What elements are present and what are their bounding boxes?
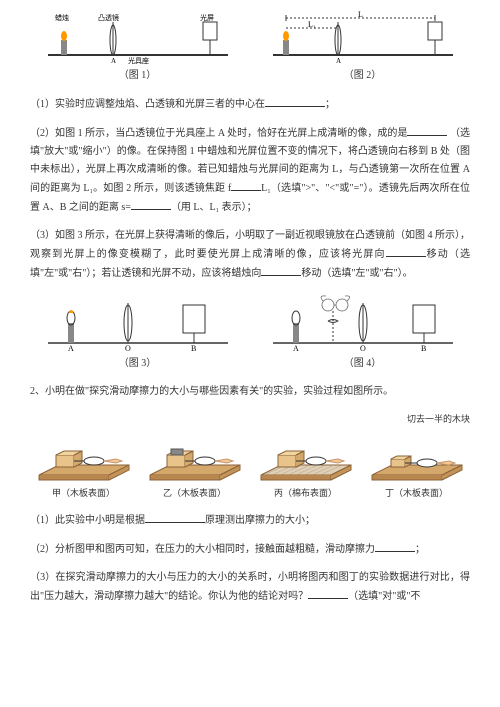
p2-q1: （1）此实验中小明是根据 原理测出摩擦力的大小； (30, 511, 470, 530)
figure-4: A O B （图 4） (255, 293, 470, 373)
blank-screen-move[interactable] (386, 245, 426, 257)
figure-1: 蜡烛 凸透镜 A 光屏 光具座 （图 1） (30, 10, 245, 85)
problem-2-intro: 2、小明在做"探究滑动摩擦力的大小与哪些因素有关"的实验，实验过程如图所示。 (30, 383, 470, 401)
caption-jia: 甲（木板表面） (30, 485, 137, 501)
label-screen: 光屏 (200, 13, 214, 22)
figure-pair-34: A O B （图 3） A O B （图 4） (30, 293, 470, 373)
blank-image-type[interactable] (407, 124, 447, 136)
svg-text:A: A (111, 57, 116, 65)
q1-text: （1）实验时应调整烛焰、凸透镜和光屏三者的中心在 (30, 99, 265, 110)
question-3: （3）如图 3 所示，在光屏上获得清晰的像后，小明取了一副近视眼镜放在凸透镜前（… (30, 227, 470, 283)
p2q2-a: （2）分析图甲和图丙可知，在压力的大小相同时，接触面越粗糙，滑动摩擦力 (30, 544, 375, 555)
blank-correct[interactable] (308, 587, 348, 599)
fig1-caption: （图 1） (30, 67, 245, 85)
figure-3: A O B （图 3） (30, 293, 245, 373)
label-lens: 凸透镜 (98, 13, 119, 22)
figure-2: A L L₁ （图 2） (255, 10, 470, 85)
fig-jia: 甲（木板表面） (30, 435, 137, 501)
svg-text:O: O (125, 344, 131, 353)
label-candle: 蜡烛 (55, 13, 69, 22)
svg-text:A: A (68, 344, 74, 353)
fig3-caption: （图 3） (30, 355, 245, 373)
blank-candle-move[interactable] (261, 264, 301, 276)
p2q3-b: （选填"对"或"不 (348, 591, 420, 602)
svg-text:O: O (360, 344, 366, 353)
blank-s-value[interactable] (131, 198, 171, 210)
p2-q3: （3）在探究滑动摩擦力的大小与压力的大小的关系时，小明将图丙和图丁的实验数据进行… (30, 569, 470, 606)
q2-text1: （2）如图 1 所示，当凸透镜位于光具座上 A 处时，恰好在光屏上成清晰的像，成… (30, 128, 407, 139)
svg-text:A: A (336, 57, 341, 65)
question-2: （2）如图 1 所示，当凸透镜位于光具座上 A 处时，恰好在光屏上成清晰的像，成… (30, 124, 470, 217)
cut-label: 切去一半的木块 (30, 411, 470, 427)
svg-text:A: A (293, 344, 299, 353)
label-bench: 光具座 (128, 56, 149, 65)
friction-figures: 甲（木板表面） 乙（木板表面） (30, 435, 470, 501)
fig4-caption: （图 4） (255, 355, 470, 373)
label-L: L (358, 10, 363, 19)
q3-text3: 移动（选填"左"或"右"）。 (301, 268, 412, 279)
p2q1-a: （1）此实验中小明是根据 (30, 515, 145, 526)
blank-friction-rough[interactable] (375, 540, 415, 552)
caption-yi: 乙（木板表面） (141, 485, 248, 501)
fig2-caption: （图 2） (255, 67, 470, 85)
caption-ding: 丁（木板表面） (363, 485, 470, 501)
blank-principle[interactable] (145, 511, 205, 523)
blank-f-compare[interactable] (231, 179, 261, 191)
svg-text:B: B (421, 344, 426, 353)
figure-pair-top: 蜡烛 凸透镜 A 光屏 光具座 （图 1） A L (30, 10, 470, 85)
caption-bing: 丙（棉布表面） (252, 485, 359, 501)
p2q2-b: ； (415, 544, 425, 555)
p2q1-b: 原理测出摩擦力的大小； (205, 515, 315, 526)
fig-bing: 丙（棉布表面） (252, 435, 359, 501)
question-1: （1）实验时应调整烛焰、凸透镜和光屏三者的中心在； (30, 95, 470, 114)
blank-center[interactable] (265, 95, 325, 107)
fig-ding: 丁（木板表面） (363, 435, 470, 501)
p2-q2: （2）分析图甲和图丙可知，在压力的大小相同时，接触面越粗糙，滑动摩擦力 ； (30, 540, 470, 559)
svg-text:B: B (191, 344, 196, 353)
fig-yi: 乙（木板表面） (141, 435, 248, 501)
label-L1: L₁ (308, 20, 316, 29)
q2-text4: （用 L、L₁ 表示）； (171, 202, 257, 213)
